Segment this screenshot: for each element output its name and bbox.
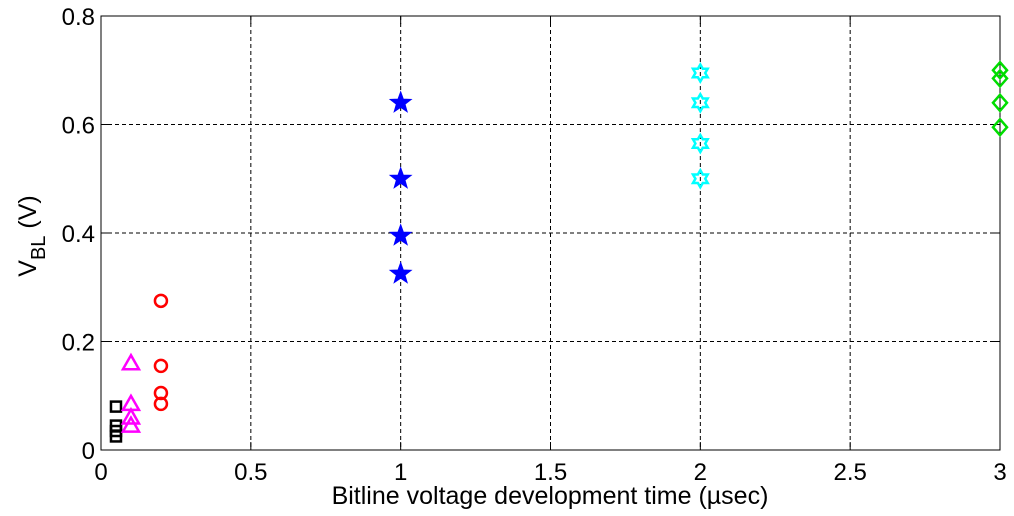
- x-tick-label: 2.5: [833, 459, 866, 486]
- circle-marker: [153, 293, 169, 309]
- hexagram-marker: [690, 91, 710, 114]
- square-marker: [109, 430, 123, 443]
- y-axis-label: VBL (V): [14, 195, 50, 276]
- x-tick-label: 1: [394, 459, 407, 486]
- diamond-marker: [991, 68, 1009, 89]
- x-tick-label: 0.5: [234, 459, 267, 486]
- circle-marker: [153, 358, 169, 374]
- hexagram-marker: [690, 167, 710, 190]
- triangle-marker: [120, 415, 142, 433]
- y-axis-label-subscript: BL: [28, 236, 50, 260]
- diamond-marker: [991, 92, 1009, 113]
- hexagram-marker: [690, 61, 710, 84]
- star5-marker: [388, 261, 413, 284]
- triangle-marker: [120, 406, 142, 425]
- hexagram-marker: [690, 132, 710, 155]
- y-tick-label: 0.4: [62, 221, 95, 248]
- diamond-marker: [991, 117, 1009, 138]
- y-axis-label-unit: (V): [14, 195, 42, 235]
- y-tick-label: 0.8: [62, 4, 95, 31]
- square-marker: [109, 400, 123, 413]
- x-tick-label: 3: [993, 459, 1006, 486]
- y-tick-label: 0.2: [62, 330, 95, 357]
- data-points: [109, 60, 1009, 443]
- x-tick-label: 2: [694, 459, 707, 486]
- grid: [101, 16, 1000, 450]
- star5-marker: [388, 166, 413, 189]
- star5-marker: [388, 223, 413, 246]
- star5-marker: [388, 90, 413, 113]
- y-tick-label: 0.6: [62, 113, 95, 140]
- x-axis-label: Bitline voltage development time (µsec): [332, 482, 769, 510]
- axis-ticks: 0 0.5 1 1.5 2 2.5 3 0 0.2 0.4 0.6 0.8: [62, 4, 1007, 486]
- y-axis-label-main: V: [14, 260, 42, 277]
- triangle-marker: [120, 352, 142, 371]
- circle-marker: [153, 396, 169, 412]
- y-tick-label: 0: [82, 438, 95, 465]
- x-tick-label: 1.5: [534, 459, 567, 486]
- x-tick-label: 0: [94, 459, 107, 486]
- diamond-marker: [991, 60, 1009, 81]
